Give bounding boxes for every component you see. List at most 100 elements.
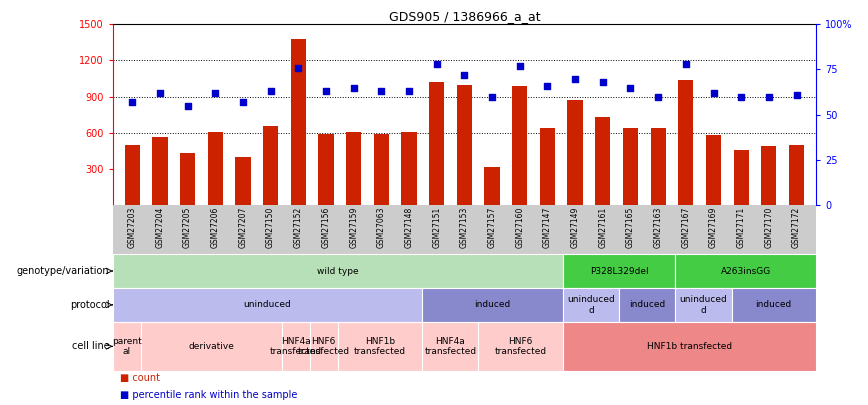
Point xyxy=(236,99,250,105)
Point xyxy=(569,75,582,82)
Text: GSM27160: GSM27160 xyxy=(516,207,524,248)
Bar xyxy=(401,132,417,205)
Bar xyxy=(619,288,675,322)
Bar xyxy=(562,254,675,288)
Text: derivative: derivative xyxy=(188,342,234,351)
Text: ■ count: ■ count xyxy=(120,373,160,384)
Bar xyxy=(422,322,478,371)
Bar xyxy=(733,150,749,205)
Point xyxy=(457,72,471,78)
Text: GSM27163: GSM27163 xyxy=(654,207,662,248)
Text: GSM27171: GSM27171 xyxy=(737,207,746,248)
Text: induced: induced xyxy=(475,301,510,309)
Bar xyxy=(310,322,338,371)
Point xyxy=(208,90,222,96)
Bar xyxy=(374,134,389,205)
Bar xyxy=(540,128,555,205)
Text: induced: induced xyxy=(629,301,665,309)
Text: GSM27149: GSM27149 xyxy=(570,207,580,248)
Text: GSM27203: GSM27203 xyxy=(128,207,137,248)
Bar xyxy=(319,134,333,205)
Bar xyxy=(732,288,816,322)
Bar xyxy=(291,39,306,205)
Point xyxy=(402,88,416,94)
Text: GSM27206: GSM27206 xyxy=(211,207,220,248)
Bar xyxy=(338,322,422,371)
Bar xyxy=(346,132,361,205)
Text: protocol: protocol xyxy=(69,300,109,310)
Text: GSM27151: GSM27151 xyxy=(432,207,441,248)
Bar xyxy=(761,146,777,205)
Text: GSM27204: GSM27204 xyxy=(155,207,164,248)
Bar xyxy=(478,322,562,371)
Text: GSM27169: GSM27169 xyxy=(709,207,718,248)
Text: HNF4a
transfected: HNF4a transfected xyxy=(424,337,477,356)
Point xyxy=(595,79,609,85)
Bar xyxy=(429,82,444,205)
Text: wild type: wild type xyxy=(317,266,358,275)
Point xyxy=(513,63,527,69)
Point xyxy=(374,88,388,94)
Bar xyxy=(141,322,281,371)
Text: GSM27156: GSM27156 xyxy=(321,207,331,248)
Text: genotype/variation: genotype/variation xyxy=(16,266,109,276)
Text: ■ percentile rank within the sample: ■ percentile rank within the sample xyxy=(120,390,297,400)
Bar xyxy=(113,254,562,288)
Text: GSM27147: GSM27147 xyxy=(542,207,552,248)
Point xyxy=(485,94,499,100)
Text: HNF1b transfected: HNF1b transfected xyxy=(647,342,732,351)
Bar xyxy=(235,158,251,205)
Point xyxy=(651,94,665,100)
Bar xyxy=(281,322,310,371)
Text: GSM27150: GSM27150 xyxy=(266,207,275,248)
Point xyxy=(264,88,278,94)
Bar xyxy=(457,85,472,205)
Bar xyxy=(562,322,816,371)
Bar xyxy=(207,132,223,205)
Point xyxy=(181,102,194,109)
Bar xyxy=(650,128,666,205)
Point xyxy=(153,90,167,96)
Bar xyxy=(125,145,140,205)
Bar xyxy=(512,86,528,205)
Bar xyxy=(623,128,638,205)
Bar xyxy=(484,166,500,205)
Text: GSM27152: GSM27152 xyxy=(293,207,303,248)
Point xyxy=(346,84,360,91)
Bar xyxy=(568,100,582,205)
Bar xyxy=(152,137,168,205)
Bar xyxy=(113,288,422,322)
Point xyxy=(790,92,804,98)
Text: GSM27157: GSM27157 xyxy=(488,207,496,248)
Bar xyxy=(180,153,195,205)
Text: HNF6
transfected: HNF6 transfected xyxy=(298,337,350,356)
Text: A263insGG: A263insGG xyxy=(720,266,771,275)
Point xyxy=(707,90,720,96)
Point xyxy=(623,84,637,91)
Point xyxy=(541,83,555,89)
Bar xyxy=(263,126,279,205)
Bar xyxy=(706,135,721,205)
Text: uninduced: uninduced xyxy=(244,301,292,309)
Point xyxy=(319,88,333,94)
Text: GSM27148: GSM27148 xyxy=(404,207,413,248)
Text: GSM27153: GSM27153 xyxy=(460,207,469,248)
Text: P328L329del: P328L329del xyxy=(589,266,648,275)
Text: induced: induced xyxy=(756,301,792,309)
Point xyxy=(762,94,776,100)
Point xyxy=(125,99,139,105)
Bar xyxy=(675,288,732,322)
Bar xyxy=(562,288,619,322)
Text: GSM27165: GSM27165 xyxy=(626,207,635,248)
Text: uninduced
d: uninduced d xyxy=(680,295,727,315)
Text: GSM27172: GSM27172 xyxy=(792,207,801,248)
Text: GSM27161: GSM27161 xyxy=(598,207,608,248)
Point xyxy=(292,64,306,71)
Title: GDS905 / 1386966_a_at: GDS905 / 1386966_a_at xyxy=(389,10,540,23)
Bar xyxy=(675,254,816,288)
Bar xyxy=(113,322,141,371)
Point xyxy=(734,94,748,100)
Point xyxy=(679,61,693,67)
Text: GSM27205: GSM27205 xyxy=(183,207,192,248)
Bar xyxy=(678,80,694,205)
